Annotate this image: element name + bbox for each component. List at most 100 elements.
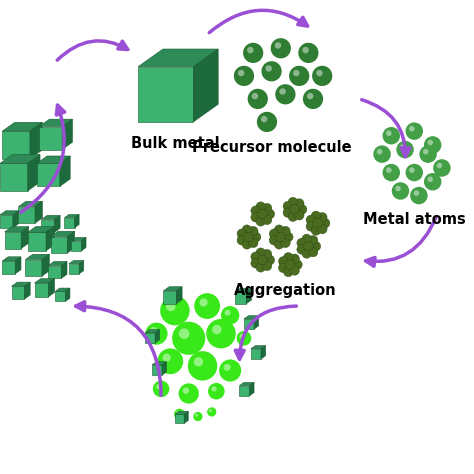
Polygon shape: [55, 215, 60, 232]
Polygon shape: [48, 262, 67, 265]
Circle shape: [157, 348, 183, 374]
Circle shape: [251, 258, 261, 268]
Polygon shape: [18, 207, 35, 223]
Polygon shape: [235, 289, 251, 292]
Circle shape: [283, 201, 292, 211]
Polygon shape: [72, 241, 82, 251]
Polygon shape: [5, 227, 28, 232]
Circle shape: [414, 191, 419, 196]
Circle shape: [248, 226, 258, 236]
Circle shape: [283, 208, 292, 218]
Circle shape: [306, 222, 316, 231]
Circle shape: [262, 61, 282, 82]
Polygon shape: [193, 49, 218, 122]
Circle shape: [207, 407, 216, 417]
Circle shape: [261, 116, 267, 122]
Polygon shape: [48, 279, 55, 297]
Circle shape: [269, 229, 279, 238]
FancyArrowPatch shape: [235, 306, 296, 359]
Circle shape: [294, 199, 304, 209]
Circle shape: [316, 70, 323, 76]
Polygon shape: [0, 211, 18, 215]
Circle shape: [297, 238, 307, 248]
Polygon shape: [251, 349, 261, 359]
Circle shape: [293, 70, 300, 76]
Text: Aggregation: Aggregation: [234, 283, 337, 298]
Circle shape: [256, 217, 265, 226]
Circle shape: [251, 232, 261, 242]
Polygon shape: [152, 362, 166, 365]
Circle shape: [195, 414, 198, 417]
Polygon shape: [261, 346, 265, 359]
Circle shape: [262, 203, 272, 213]
Circle shape: [256, 263, 265, 272]
Circle shape: [274, 225, 284, 235]
FancyArrowPatch shape: [209, 10, 308, 33]
Polygon shape: [60, 156, 70, 186]
Polygon shape: [64, 218, 74, 228]
Circle shape: [257, 112, 277, 132]
FancyArrowPatch shape: [362, 100, 410, 157]
Circle shape: [307, 93, 313, 100]
Circle shape: [252, 93, 258, 100]
Polygon shape: [82, 237, 86, 251]
Circle shape: [174, 409, 185, 420]
Circle shape: [265, 65, 272, 72]
Polygon shape: [72, 237, 86, 241]
Circle shape: [392, 182, 409, 200]
Circle shape: [386, 167, 392, 173]
Circle shape: [406, 122, 423, 140]
Circle shape: [208, 383, 225, 400]
Circle shape: [275, 84, 295, 104]
Polygon shape: [0, 215, 13, 228]
Circle shape: [179, 328, 190, 339]
Circle shape: [311, 211, 321, 221]
Circle shape: [396, 141, 414, 158]
Circle shape: [194, 293, 220, 319]
Polygon shape: [51, 237, 67, 253]
Text: Precursor molecule: Precursor molecule: [192, 140, 351, 155]
Circle shape: [211, 386, 217, 392]
Circle shape: [288, 197, 298, 207]
Polygon shape: [11, 282, 30, 286]
Polygon shape: [184, 411, 188, 423]
Circle shape: [437, 163, 442, 168]
Polygon shape: [69, 264, 79, 274]
Polygon shape: [145, 329, 160, 333]
Polygon shape: [41, 219, 55, 232]
Circle shape: [200, 298, 208, 307]
Circle shape: [209, 409, 212, 412]
Circle shape: [239, 334, 244, 338]
Circle shape: [283, 253, 293, 262]
Circle shape: [275, 42, 281, 49]
Polygon shape: [74, 214, 79, 228]
Circle shape: [313, 219, 322, 228]
Polygon shape: [35, 201, 43, 223]
Circle shape: [146, 323, 167, 345]
Polygon shape: [61, 262, 67, 278]
Circle shape: [156, 384, 162, 389]
Circle shape: [176, 411, 180, 414]
Polygon shape: [37, 164, 60, 186]
Circle shape: [298, 43, 319, 63]
Circle shape: [265, 209, 275, 219]
Circle shape: [251, 212, 261, 222]
Circle shape: [318, 224, 327, 234]
Text: Metal atoms: Metal atoms: [363, 212, 465, 227]
Circle shape: [247, 47, 254, 53]
Polygon shape: [249, 383, 254, 396]
Circle shape: [262, 249, 272, 259]
Circle shape: [271, 38, 291, 58]
Circle shape: [166, 302, 175, 311]
Circle shape: [172, 322, 205, 355]
Circle shape: [206, 319, 236, 348]
Polygon shape: [62, 119, 73, 149]
Circle shape: [256, 248, 265, 257]
Polygon shape: [41, 215, 60, 219]
Circle shape: [193, 412, 202, 421]
Circle shape: [179, 383, 199, 404]
Circle shape: [406, 164, 423, 181]
Polygon shape: [18, 201, 43, 207]
Polygon shape: [15, 257, 21, 274]
Polygon shape: [5, 232, 21, 248]
